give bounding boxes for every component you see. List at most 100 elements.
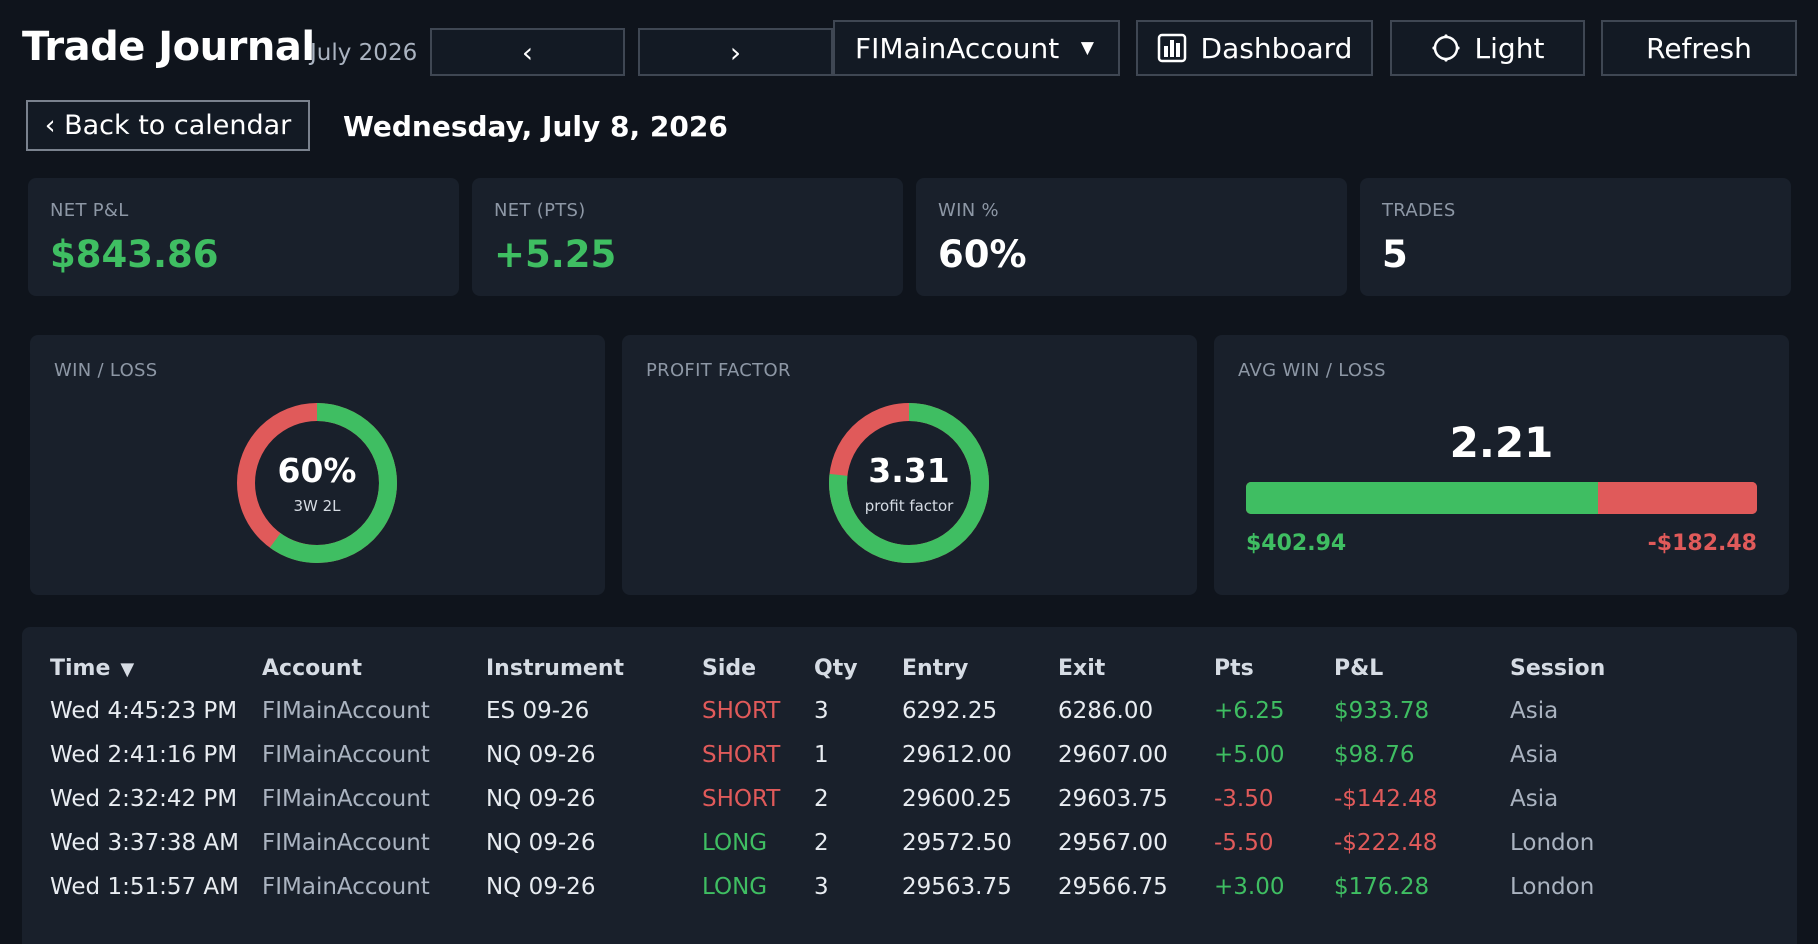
- cell-session: Asia: [1510, 742, 1559, 768]
- cell-entry: 29600.25: [902, 786, 1012, 812]
- circle-icon: [1431, 33, 1461, 63]
- win-loss-card: WIN / LOSS 60% 3W 2L: [30, 335, 605, 595]
- next-month-button[interactable]: ›: [638, 28, 833, 76]
- cell-qty: 3: [814, 874, 829, 900]
- column-header-session[interactable]: Session: [1510, 655, 1606, 681]
- donut-win-arc: [829, 403, 989, 563]
- cell-qty: 3: [814, 698, 829, 724]
- avg-win-loss-card: AVG WIN / LOSS 2.21 $402.94 -$182.48: [1214, 335, 1789, 595]
- avg-loss-segment: [1597, 482, 1757, 514]
- cell-instrument: ES 09-26: [486, 698, 590, 724]
- card-label: WIN / LOSS: [54, 360, 158, 381]
- cell-pts: +5.00: [1214, 742, 1285, 768]
- avg-win-loss-bar: [1246, 482, 1757, 514]
- cell-pnl: $176.28: [1334, 874, 1430, 900]
- cell-qty: 2: [814, 786, 829, 812]
- cell-qty: 2: [814, 830, 829, 856]
- cell-account: FIMainAccount: [262, 830, 430, 856]
- cell-side: SHORT: [702, 698, 781, 724]
- column-header-exit[interactable]: Exit: [1058, 655, 1106, 681]
- cell-exit: 6286.00: [1058, 698, 1154, 724]
- cell-pts: -3.50: [1214, 786, 1274, 812]
- avg-win-segment: [1246, 482, 1598, 514]
- back-to-calendar-button[interactable]: ‹ Back to calendar: [26, 100, 310, 151]
- avg-win-loss-ratio: 2.21: [1449, 418, 1554, 467]
- cell-time: Wed 2:41:16 PM: [50, 742, 238, 768]
- stat-label: WIN %: [938, 200, 999, 221]
- cell-side: LONG: [702, 830, 768, 856]
- stat-card-win-pct: WIN % 60%: [916, 178, 1347, 296]
- cell-account: FIMainAccount: [262, 874, 430, 900]
- account-select[interactable]: FIMainAccount ▼: [833, 20, 1120, 76]
- cell-exit: 29566.75: [1058, 874, 1168, 900]
- cell-pts: +6.25: [1214, 698, 1285, 724]
- cell-side: SHORT: [702, 786, 781, 812]
- column-header-time[interactable]: Time ▼: [50, 655, 135, 681]
- profit-factor-donut: 3.31 profit factor: [828, 402, 990, 564]
- refresh-button[interactable]: Refresh: [1601, 20, 1797, 76]
- stat-value: $843.86: [50, 233, 219, 276]
- table-row[interactable]: Wed 1:51:57 AM FIMainAccount NQ 09-26 LONG 3…: [22, 865, 1797, 909]
- cell-entry: 6292.25: [902, 698, 998, 724]
- dashboard-button[interactable]: Dashboard: [1136, 20, 1373, 76]
- cell-instrument: NQ 09-26: [486, 742, 596, 768]
- table-header-row: Time ▼ Account Instrument Side Qty Entry …: [22, 647, 1797, 689]
- column-header-entry[interactable]: Entry: [902, 655, 969, 681]
- cell-exit: 29607.00: [1058, 742, 1168, 768]
- trades-table: Time ▼ Account Instrument Side Qty Entry …: [22, 647, 1797, 909]
- column-header-instrument[interactable]: Instrument: [486, 655, 624, 681]
- cell-account: FIMainAccount: [262, 786, 430, 812]
- account-select-value: FIMainAccount: [855, 31, 1060, 65]
- cell-session: London: [1510, 874, 1595, 900]
- cell-instrument: NQ 09-26: [486, 874, 596, 900]
- donut-center-value: 3.31: [868, 451, 950, 490]
- table-row[interactable]: Wed 2:32:42 PM FIMainAccount NQ 09-26 SHORT…: [22, 777, 1797, 821]
- win-loss-donut: 60% 3W 2L: [236, 402, 398, 564]
- sort-desc-icon[interactable]: ▼: [120, 658, 135, 680]
- cell-pts: -5.50: [1214, 830, 1274, 856]
- prev-month-button[interactable]: ‹: [430, 28, 625, 76]
- top-bar: Trade Journal July 2026 ‹ › FIMainAccoun…: [0, 0, 1818, 90]
- app-title: Trade Journal: [22, 24, 315, 70]
- theme-toggle-button[interactable]: Light: [1390, 20, 1585, 76]
- stat-card-net-pts: NET (PTS) +5.25: [472, 178, 903, 296]
- dashboard-label: Dashboard: [1200, 31, 1353, 65]
- column-header-pts[interactable]: Pts: [1214, 655, 1254, 681]
- card-label: AVG WIN / LOSS: [1238, 360, 1386, 381]
- stat-card-net-pnl: NET P&L $843.86: [28, 178, 459, 296]
- column-header-account[interactable]: Account: [262, 655, 363, 681]
- table-row[interactable]: Wed 2:41:16 PM FIMainAccount NQ 09-26 SHORT…: [22, 733, 1797, 777]
- win-loss-donut-svg: [237, 403, 397, 563]
- cell-exit: 29567.00: [1058, 830, 1168, 856]
- table-row[interactable]: Wed 3:37:38 AM FIMainAccount NQ 09-26 LONG 2…: [22, 821, 1797, 865]
- column-header-pnl[interactable]: P&L: [1334, 655, 1384, 681]
- donut-center-sub: profit factor: [864, 497, 954, 515]
- stat-label: TRADES: [1382, 200, 1456, 221]
- cell-time: Wed 4:45:23 PM: [50, 698, 238, 724]
- stat-card-trades: TRADES 5: [1360, 178, 1791, 296]
- cell-instrument: NQ 09-26: [486, 830, 596, 856]
- cell-side: LONG: [702, 874, 768, 900]
- theme-label: Light: [1474, 31, 1545, 65]
- chevron-down-icon: ▼: [1080, 38, 1094, 58]
- trades-table-card: Time ▼ Account Instrument Side Qty Entry …: [22, 627, 1797, 944]
- avg-loss-value: -$182.48: [1647, 531, 1757, 556]
- cell-qty: 1: [814, 742, 829, 768]
- cell-account: FIMainAccount: [262, 698, 430, 724]
- column-header-side[interactable]: Side: [702, 655, 757, 681]
- cell-entry: 29563.75: [902, 874, 1012, 900]
- stat-value: +5.25: [494, 233, 617, 276]
- cell-side: SHORT: [702, 742, 781, 768]
- cell-exit: 29603.75: [1058, 786, 1168, 812]
- cell-pnl: $98.76: [1334, 742, 1415, 768]
- table-row[interactable]: Wed 4:45:23 PM FIMainAccount ES 09-26 SHORT…: [22, 689, 1797, 733]
- stat-label: NET (PTS): [494, 200, 586, 221]
- column-header-qty[interactable]: Qty: [814, 655, 858, 681]
- donut-center-sub: 3W 2L: [293, 497, 341, 515]
- donut-win-arc: [237, 403, 397, 563]
- cell-time: Wed 3:37:38 AM: [50, 830, 240, 856]
- cell-instrument: NQ 09-26: [486, 786, 596, 812]
- date-heading: Wednesday, July 8, 2026: [343, 110, 728, 143]
- avg-win-value: $402.94: [1246, 531, 1347, 556]
- cell-pnl: -$142.48: [1334, 786, 1438, 812]
